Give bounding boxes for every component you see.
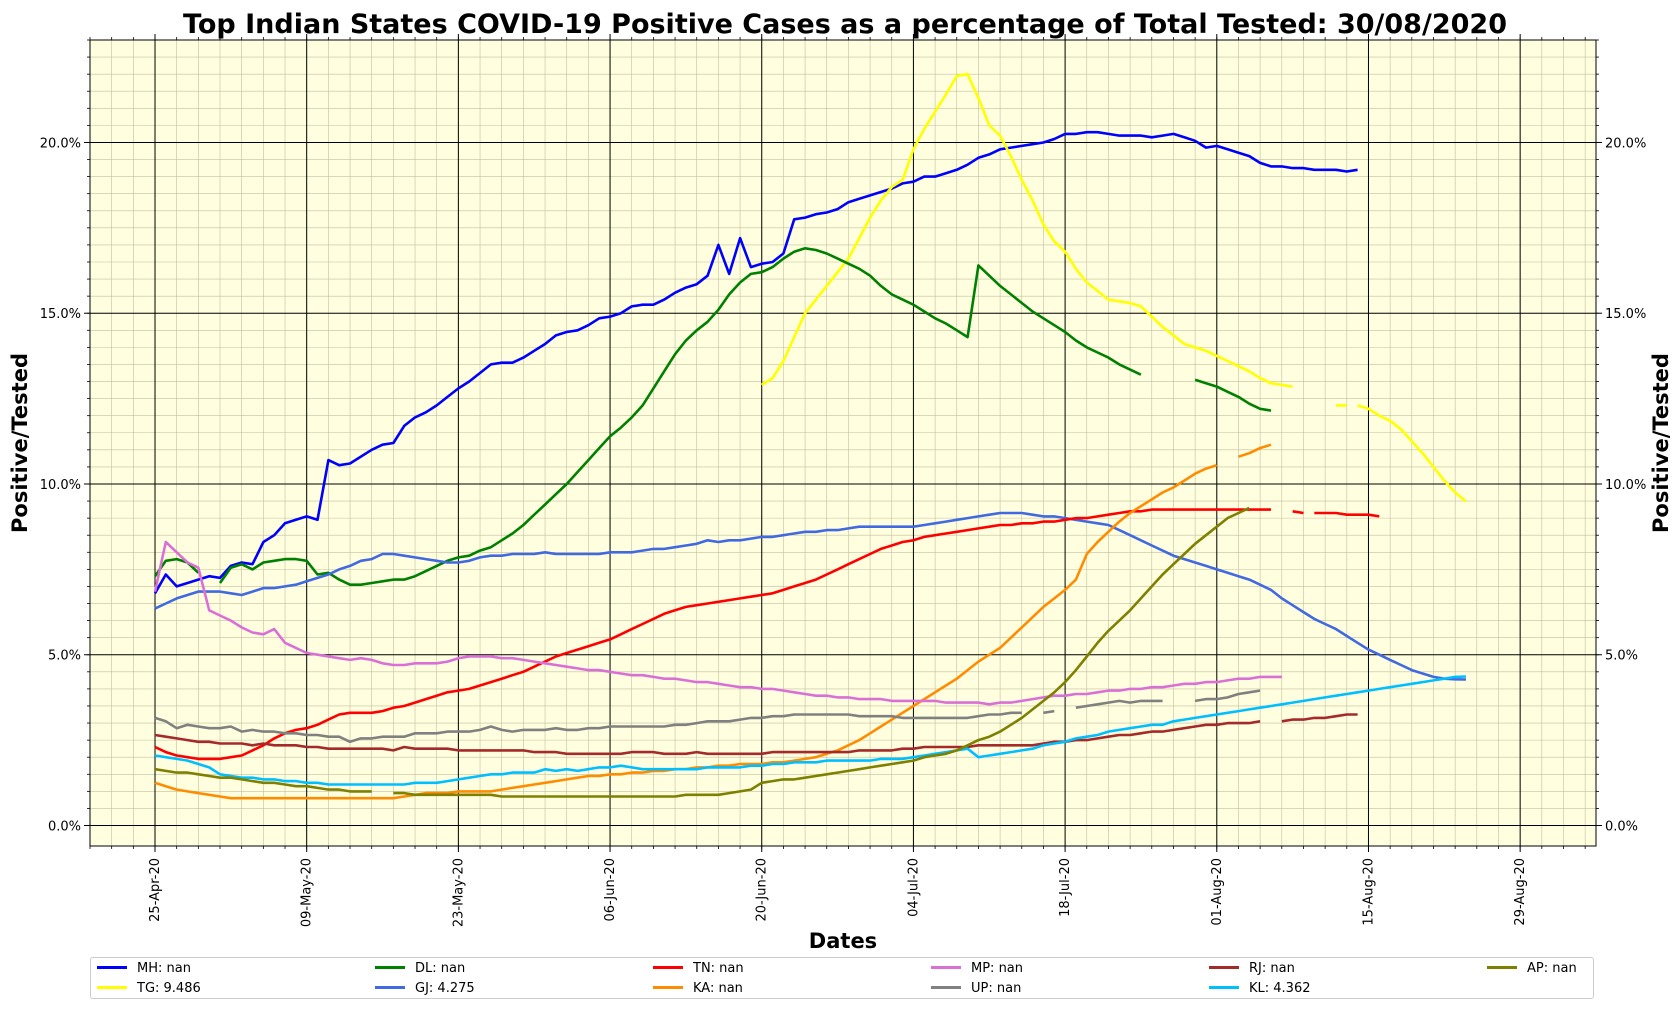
legend-item-mp: MP: nan xyxy=(931,960,1023,978)
series-line-up xyxy=(154,711,1022,744)
legend-label-tn: TN: nan xyxy=(693,961,744,976)
legend-swatch-mh xyxy=(97,966,127,969)
y-tick-label: 20.0% xyxy=(40,136,81,151)
legend-item-rj: RJ: nan xyxy=(1209,960,1295,978)
series-line-rj xyxy=(154,720,1261,756)
legend-label-mp: MP: nan xyxy=(971,961,1024,976)
plot-area xyxy=(90,40,1596,846)
legend-swatch-mp xyxy=(931,966,961,969)
x-tick-label: 04-Jul-20 xyxy=(906,858,921,917)
legend-label-mh: MH: nan xyxy=(137,961,191,976)
legend-swatch-tg xyxy=(97,986,127,989)
y-tick-label-right: 20.0% xyxy=(1605,136,1646,151)
x-tick-label: 25-Apr-20 xyxy=(148,858,163,922)
legend-swatch-ap xyxy=(1487,966,1517,969)
series-line-tn xyxy=(1292,510,1304,515)
legend-item-kl: KL: 4.362 xyxy=(1209,980,1311,998)
y-axis-label-right: Positive/Tested xyxy=(1649,353,1673,533)
legend-item-ka: KA: nan xyxy=(653,980,743,998)
legend-label-tg: TG: 9.486 xyxy=(137,981,201,996)
legend-label-kl: KL: 4.362 xyxy=(1249,981,1311,996)
legend-swatch-tn xyxy=(653,966,683,969)
y-tick-label-right: 0.0% xyxy=(1605,820,1638,835)
series-line-up xyxy=(1194,689,1261,703)
x-axis-label: Dates xyxy=(809,929,877,953)
x-tick-label: 06-Jun-20 xyxy=(603,858,618,922)
series-layer xyxy=(153,72,1467,800)
series-line-dl xyxy=(1194,378,1272,412)
legend-swatch-dl xyxy=(375,966,405,969)
y-tick-label: 10.0% xyxy=(40,478,81,493)
series-line-ap xyxy=(154,767,372,793)
legend-label-up: UP: nan xyxy=(971,981,1022,996)
chart-title: Top Indian States COVID-19 Positive Case… xyxy=(183,9,1507,40)
legend-swatch-kl xyxy=(1209,986,1239,989)
series-line-mh xyxy=(153,130,1358,594)
legend-item-dl: DL: nan xyxy=(375,960,465,978)
y-tick-label-right: 15.0% xyxy=(1605,307,1646,322)
x-tick-label: 01-Aug-20 xyxy=(1210,858,1225,926)
y-tick-label-right: 5.0% xyxy=(1605,649,1638,664)
series-line-up xyxy=(1075,699,1163,709)
series-line-tn xyxy=(1314,511,1380,518)
legend-swatch-ka xyxy=(653,986,683,989)
y-tick-label: 5.0% xyxy=(48,649,81,664)
series-line-dl xyxy=(218,247,1142,586)
series-line-ka xyxy=(1238,443,1272,458)
legend-item-up: UP: nan xyxy=(931,980,1021,998)
series-line-tg xyxy=(761,72,1293,388)
y-tick-label-right: 10.0% xyxy=(1605,478,1646,493)
x-tick-label: 18-Jul-20 xyxy=(1058,858,1073,917)
x-tick-label: 20-Jun-20 xyxy=(755,858,770,922)
series-line-ap xyxy=(393,506,1250,798)
series-line-tg xyxy=(1357,404,1467,503)
series-line-gj xyxy=(154,511,1467,681)
series-line-kl xyxy=(154,675,1467,786)
series-line-up xyxy=(1043,709,1055,715)
plot-frame xyxy=(89,39,1597,847)
series-line-mp xyxy=(153,540,1282,706)
legend-label-rj: RJ: nan xyxy=(1249,961,1295,976)
y-tick-label: 15.0% xyxy=(40,307,81,322)
x-tick-label: 09-May-20 xyxy=(300,858,315,927)
legend-label-ap: AP: nan xyxy=(1527,961,1577,976)
legend-label-dl: DL: nan xyxy=(415,961,466,976)
legend-item-mh: MH: nan xyxy=(97,960,191,978)
legend-swatch-gj xyxy=(375,986,405,989)
major-grid xyxy=(90,40,1596,846)
x-tick-label: 15-Aug-20 xyxy=(1361,858,1376,926)
series-line-dl xyxy=(153,557,200,577)
legend: MH: nan TG: 9.486 DL: nan GJ: 4.275 TN: nan K… xyxy=(90,957,1594,999)
legend-item-gj: GJ: 4.275 xyxy=(375,980,475,998)
x-tick-label: 23-May-20 xyxy=(451,858,466,927)
y-tick-label: 0.0% xyxy=(48,820,81,835)
series-line-tn xyxy=(154,508,1271,761)
legend-label-ka: KA: nan xyxy=(693,981,743,996)
legend-swatch-up xyxy=(931,986,961,989)
x-tick-label: 29-Aug-20 xyxy=(1513,858,1528,926)
legend-item-ap: AP: nan xyxy=(1487,960,1577,978)
legend-item-tn: TN: nan xyxy=(653,960,744,978)
legend-item-tg: TG: 9.486 xyxy=(97,980,201,998)
series-line-rj xyxy=(1281,713,1358,723)
legend-swatch-rj xyxy=(1209,966,1239,969)
axis-ticks: 25-Apr-20 09-May-20 23-May-20 06-Jun-20 20-J… xyxy=(40,34,1646,927)
y-axis-label: Positive/Tested xyxy=(8,353,32,533)
legend-label-gj: GJ: 4.275 xyxy=(415,981,475,996)
